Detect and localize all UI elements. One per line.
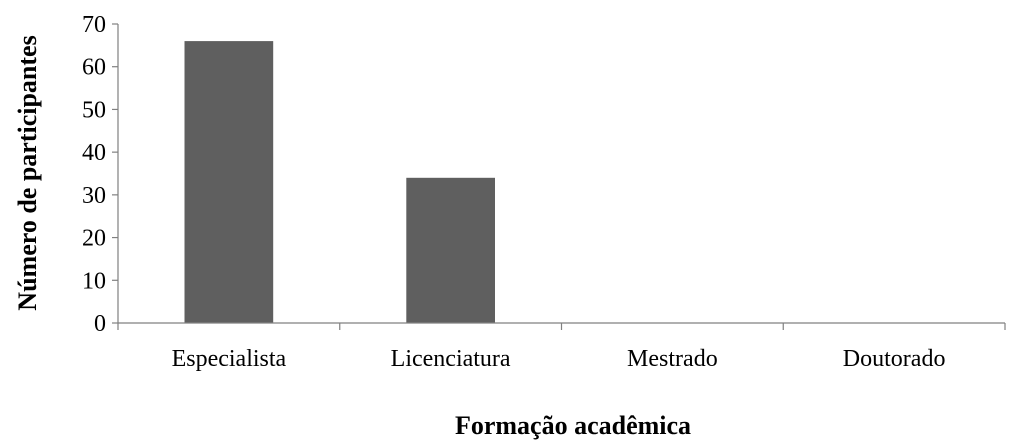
y-tick-label-50: 50 [82,97,106,123]
y-tick-label-30: 30 [82,183,106,209]
plot-area: 0 10 20 30 40 50 60 70 Especialista Licenciatura M… [82,12,1006,372]
y-tick-label-60: 60 [82,55,106,81]
x-tick-label-0: Especialista [172,346,287,372]
x-tick-label-2: Mestrado [627,346,718,372]
y-tick-label-40: 40 [82,140,106,166]
bar-1 [406,177,495,323]
y-tick-label-20: 20 [82,226,106,252]
x-tick-label-1: Licenciatura [391,346,511,372]
x-axis-title: Formação acadêmica [455,411,691,440]
y-tick-label-70: 70 [82,12,106,38]
x-tick-label-3: Doutorado [843,346,946,372]
bar-0 [184,41,274,323]
y-tick-label-0: 0 [94,311,106,337]
y-tick-label-10: 10 [82,268,106,294]
y-axis-title: Número de participantes [13,35,42,310]
